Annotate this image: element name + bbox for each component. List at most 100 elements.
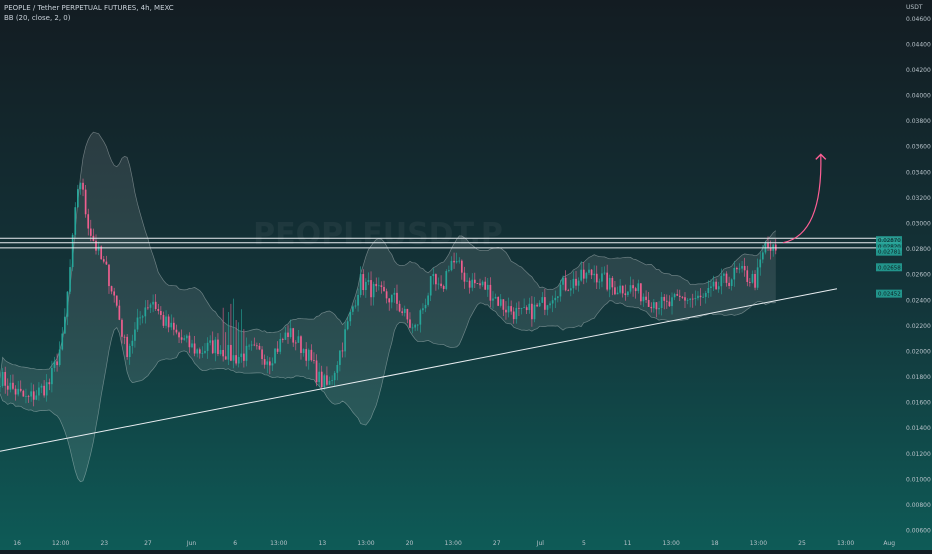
candle-body[interactable]	[14, 388, 17, 395]
candle-body[interactable]	[492, 298, 494, 301]
candle-body[interactable]	[725, 273, 728, 283]
candle-body[interactable]	[673, 294, 676, 298]
candle-body[interactable]	[84, 189, 87, 215]
candle-body[interactable]	[307, 349, 310, 361]
candle-body[interactable]	[723, 273, 725, 276]
candle-body[interactable]	[12, 382, 14, 389]
candle-body[interactable]	[640, 283, 642, 302]
candle-body[interactable]	[336, 364, 339, 373]
candle-body[interactable]	[463, 272, 466, 282]
candle-body[interactable]	[414, 324, 416, 328]
candle-body[interactable]	[523, 307, 525, 309]
candle-body[interactable]	[178, 332, 180, 338]
candle-body[interactable]	[658, 307, 660, 310]
candle-body[interactable]	[359, 274, 362, 295]
candle-body[interactable]	[759, 259, 762, 268]
candle-body[interactable]	[569, 288, 572, 291]
candle-body[interactable]	[227, 344, 230, 360]
candle-body[interactable]	[219, 349, 222, 355]
candle-body[interactable]	[110, 286, 113, 292]
candle-body[interactable]	[689, 298, 692, 300]
candle-body[interactable]	[323, 375, 326, 388]
candle-body[interactable]	[76, 189, 79, 208]
candle-body[interactable]	[38, 387, 40, 396]
candle-body[interactable]	[712, 281, 715, 287]
candle-body[interactable]	[206, 342, 209, 351]
candle-body[interactable]	[655, 302, 658, 310]
candle-body[interactable]	[294, 342, 297, 344]
candle-body[interactable]	[292, 328, 295, 343]
candle-body[interactable]	[89, 228, 92, 236]
candle-body[interactable]	[79, 182, 82, 190]
candle-body[interactable]	[313, 360, 315, 361]
candle-body[interactable]	[9, 382, 12, 390]
candle-body[interactable]	[315, 360, 318, 383]
candle-body[interactable]	[305, 349, 308, 361]
candle-body[interactable]	[409, 319, 411, 328]
candle-body[interactable]	[248, 345, 250, 347]
candle-body[interactable]	[6, 385, 9, 390]
candle-body[interactable]	[458, 260, 461, 262]
candle-body[interactable]	[471, 279, 474, 288]
candle-body[interactable]	[230, 344, 232, 361]
candle-body[interactable]	[564, 277, 567, 291]
candle-body[interactable]	[427, 295, 429, 305]
candle-body[interactable]	[647, 299, 650, 307]
candle-body[interactable]	[385, 291, 388, 299]
candle-body[interactable]	[372, 283, 375, 298]
candle-body[interactable]	[611, 277, 614, 288]
candle-body[interactable]	[258, 345, 261, 350]
candle-body[interactable]	[746, 270, 749, 282]
candle-body[interactable]	[362, 274, 365, 291]
candle-body[interactable]	[518, 307, 520, 309]
candle-body[interactable]	[551, 300, 554, 304]
candle-body[interactable]	[108, 264, 110, 287]
candle-body[interactable]	[144, 307, 147, 317]
candle-body[interactable]	[699, 295, 702, 298]
candle-body[interactable]	[341, 350, 344, 352]
candle-body[interactable]	[53, 361, 56, 368]
projection-arrow[interactable]	[782, 154, 822, 244]
candle-body[interactable]	[663, 296, 666, 301]
candle-body[interactable]	[271, 363, 274, 366]
candle-body[interactable]	[25, 395, 27, 397]
candle-body[interactable]	[128, 345, 131, 358]
candle-body[interactable]	[704, 292, 707, 297]
candle-body[interactable]	[56, 361, 58, 366]
candle-body[interactable]	[468, 280, 471, 288]
candle-body[interactable]	[702, 296, 704, 298]
candle-body[interactable]	[697, 295, 699, 299]
candle-body[interactable]	[419, 310, 422, 325]
candle-body[interactable]	[19, 388, 22, 391]
candle-body[interactable]	[424, 304, 427, 309]
candle-body[interactable]	[333, 372, 336, 381]
candle-body[interactable]	[201, 352, 204, 354]
candle-body[interactable]	[346, 321, 349, 330]
candle-body[interactable]	[559, 284, 562, 297]
candle-body[interactable]	[160, 310, 162, 316]
candle-body[interactable]	[48, 382, 51, 385]
candle-body[interactable]	[281, 339, 284, 340]
candle-body[interactable]	[235, 355, 237, 364]
candle-body[interactable]	[668, 301, 671, 307]
candle-body[interactable]	[608, 277, 611, 290]
candle-body[interactable]	[1, 371, 4, 387]
candle-body[interactable]	[461, 260, 463, 273]
candle-body[interactable]	[113, 291, 116, 296]
candle-body[interactable]	[593, 273, 596, 276]
candle-body[interactable]	[162, 315, 165, 326]
candle-body[interactable]	[684, 297, 686, 301]
candle-body[interactable]	[40, 385, 43, 388]
candle-body[interactable]	[61, 333, 64, 350]
candle-body[interactable]	[741, 266, 743, 269]
candle-body[interactable]	[196, 349, 199, 354]
candle-body[interactable]	[691, 298, 694, 300]
candle-body[interactable]	[653, 302, 655, 309]
candle-body[interactable]	[616, 292, 619, 295]
candle-body[interactable]	[35, 395, 38, 400]
candle-body[interactable]	[580, 269, 583, 281]
candle-body[interactable]	[582, 269, 585, 279]
candle-body[interactable]	[557, 296, 559, 298]
candle-body[interactable]	[601, 273, 603, 282]
candle-body[interactable]	[131, 340, 134, 346]
